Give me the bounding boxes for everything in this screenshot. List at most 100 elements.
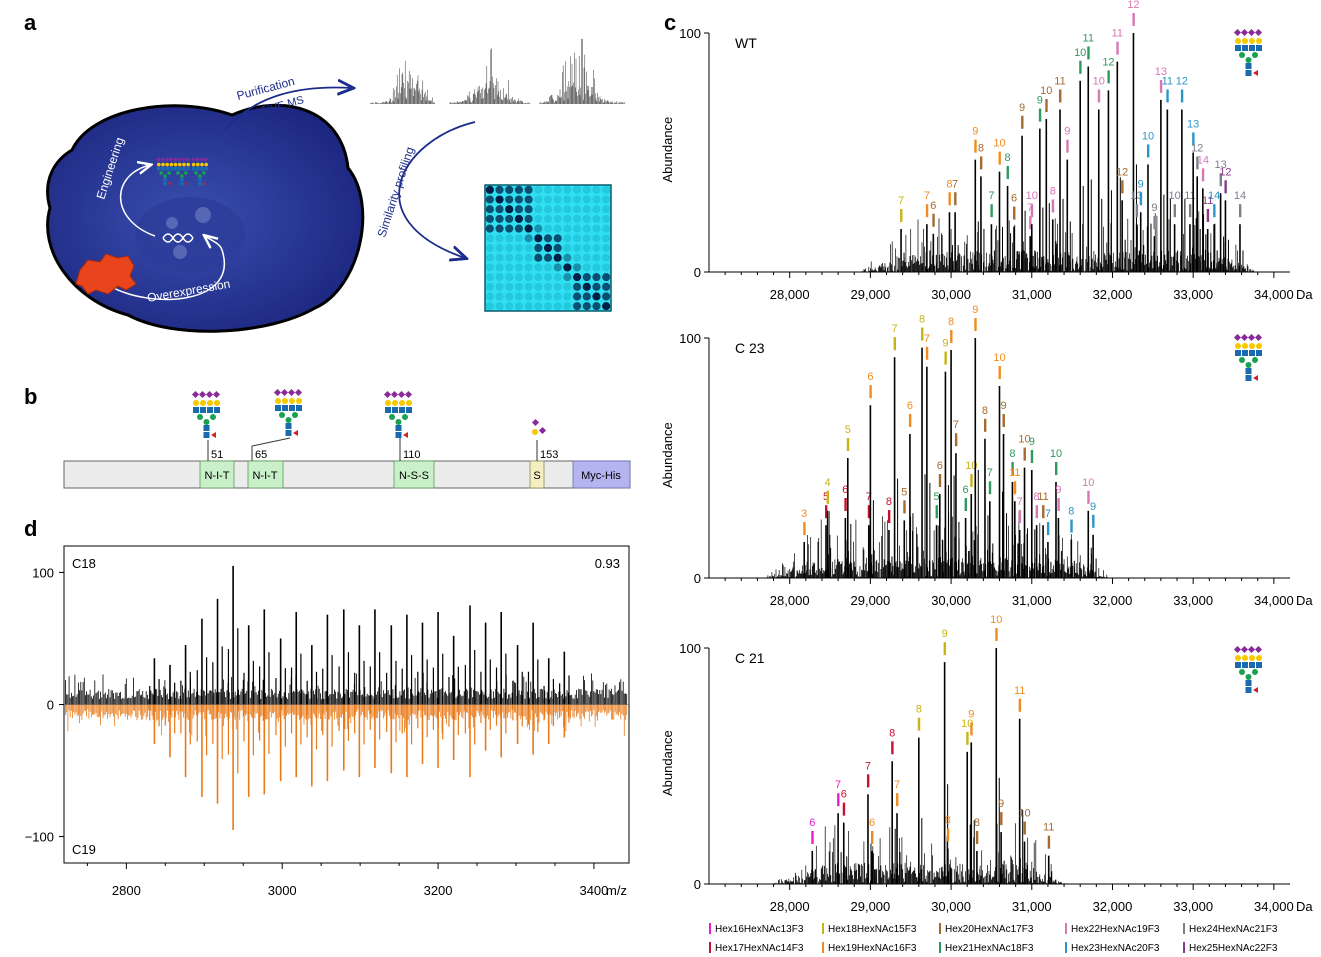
heatmap-cell — [514, 243, 523, 253]
c-peak-label-1-6: 6 — [867, 371, 873, 383]
panel-label-d: d — [24, 516, 37, 541]
c-peak-marker-0-6 — [979, 156, 983, 170]
c-xunit-0: Da — [1296, 287, 1313, 302]
heatmap-cell — [592, 253, 601, 262]
c-peak-label-1-2: 4 — [825, 477, 831, 489]
similarity-heatmap — [484, 184, 612, 312]
heatmap-cell — [505, 282, 514, 291]
c-xtick-label-2-6: 34,000 — [1254, 899, 1294, 914]
heatmap-cell — [534, 185, 543, 194]
heatmap-cell — [505, 243, 514, 253]
c-xtick-label-1-2: 30,000 — [931, 593, 971, 608]
heatmap-cell — [495, 185, 504, 194]
c-peak-marker-1-12 — [925, 346, 929, 360]
c-peak-label-1-19: 10 — [965, 460, 977, 472]
c-peak-marker-1-5 — [867, 505, 871, 519]
legend-swatch-2 — [939, 923, 941, 934]
c-peak-marker-1-27 — [1018, 510, 1022, 523]
c-peak-label-1-3: 6 — [842, 484, 848, 496]
c-peak-marker-1-22 — [988, 481, 992, 495]
site-box-51 — [199, 460, 235, 489]
heatmap-cell — [485, 302, 494, 311]
c-peak-label-0-2: 6 — [930, 200, 936, 212]
heatmap-cell — [553, 263, 562, 272]
c-peak-marker-0-33 — [1180, 89, 1184, 103]
panel-label-b: b — [24, 384, 37, 409]
c-peak-label-0-8: 10 — [993, 138, 1005, 150]
c-peak-label-1-11: 8 — [919, 314, 925, 326]
c-ylabel-1: Abundance — [660, 422, 675, 488]
c-peak-label-1-26: 11 — [1009, 467, 1020, 479]
c-peak-marker-0-37 — [1201, 168, 1205, 182]
heatmap-cell — [602, 253, 611, 262]
c-peak-label-0-13: 10 — [1026, 190, 1038, 202]
c-peak-marker-0-5 — [974, 139, 977, 153]
site-motif-65: N-I-T — [252, 470, 277, 482]
heatmap-cell — [505, 292, 514, 301]
c-peak-label-1-24: 9 — [1000, 400, 1006, 412]
c-peak-marker-2-11 — [970, 722, 973, 736]
heatmap-cell — [573, 273, 582, 282]
c-peak-marker-2-3 — [866, 774, 870, 788]
c-peak-marker-1-7 — [887, 510, 891, 523]
c-peak-marker-2-16 — [1023, 821, 1026, 835]
c-peak-label-2-2: 6 — [841, 789, 847, 801]
c-peak-marker-1-30 — [1035, 505, 1039, 519]
c-peak-marker-1-10 — [908, 414, 912, 427]
c-peak-marker-0-3 — [948, 192, 951, 206]
c-peak-label-0-17: 11 — [1054, 75, 1065, 87]
legend-label-6: Hex19HexNAc16F3 — [828, 943, 917, 954]
legend-swatch-3 — [1065, 923, 1067, 934]
c-peak-marker-2-7 — [917, 717, 921, 731]
c-peak-label-1-31: 11 — [1037, 491, 1048, 503]
heatmap-cell — [582, 185, 591, 194]
heatmap-cell — [524, 243, 533, 253]
c-peak-label-1-16: 8 — [948, 316, 954, 328]
c-peak-label-1-33: 10 — [1050, 448, 1062, 460]
c-peak-marker-1-2 — [826, 490, 830, 504]
c-ytick-label-0-0: 0 — [694, 265, 701, 280]
c-peak-marker-0-39 — [1213, 204, 1216, 218]
heatmap-cell — [524, 302, 533, 311]
c-peak-marker-2-12 — [975, 830, 979, 844]
c-peak-label-0-12: 7 — [1027, 202, 1033, 214]
c-peak-label-0-29: 9 — [1151, 202, 1157, 214]
heatmap-cell — [524, 292, 533, 301]
heatmap-cell — [485, 224, 494, 233]
c-peak-label-1-7: 8 — [886, 496, 892, 508]
c-peak-marker-0-32 — [1173, 204, 1177, 218]
c-peak-label-0-42: 14 — [1234, 190, 1246, 202]
x-unit-label: m/z — [606, 883, 627, 898]
heatmap-cell — [514, 282, 523, 291]
legend-label-2: Hex20HexNAc17F3 — [945, 924, 1034, 935]
c-ytick-label-100-0: 100 — [679, 26, 701, 41]
c-peak-marker-1-13 — [935, 505, 938, 519]
c-peak-label-0-0: 7 — [898, 195, 904, 207]
c-peak-marker-0-22 — [1107, 70, 1110, 84]
legend-swatch-5 — [709, 942, 711, 953]
heatmap-cell — [485, 214, 494, 223]
heatmap-cell — [485, 263, 494, 272]
c-peak-marker-2-0 — [811, 830, 814, 844]
c-peak-marker-1-28 — [1023, 447, 1026, 461]
c-peak-label-0-30: 13 — [1155, 66, 1167, 78]
heatmap-cell — [592, 263, 601, 272]
c-xtick-label-2-5: 33,000 — [1173, 899, 1213, 914]
c-peak-marker-1-8 — [893, 337, 896, 351]
c-peak-marker-0-11 — [1021, 115, 1024, 129]
panel-d-mirror-plot: C18 C19 0.93 m/z 100 0 −100 2800 3000 3200 340… — [25, 545, 630, 898]
c-peak-label-2-6: 7 — [894, 779, 900, 791]
heatmap-cell — [553, 282, 562, 291]
heatmap-cell — [524, 224, 533, 233]
c-peak-label-0-21: 10 — [1093, 75, 1105, 87]
c-sample-label-1: C 23 — [735, 340, 765, 356]
c-xtick-label-1-1: 29,000 — [851, 593, 891, 608]
c-peak-label-1-13: 5 — [933, 491, 939, 503]
heatmap-cell — [534, 243, 543, 253]
c-peak-label-0-16: 8 — [1050, 185, 1056, 197]
c-peak-marker-0-19 — [1079, 60, 1082, 74]
site-motif-110: N-S-S — [399, 470, 429, 482]
c-ylabel-2: Abundance — [660, 730, 675, 796]
site-pos-65: 65 — [255, 449, 267, 461]
